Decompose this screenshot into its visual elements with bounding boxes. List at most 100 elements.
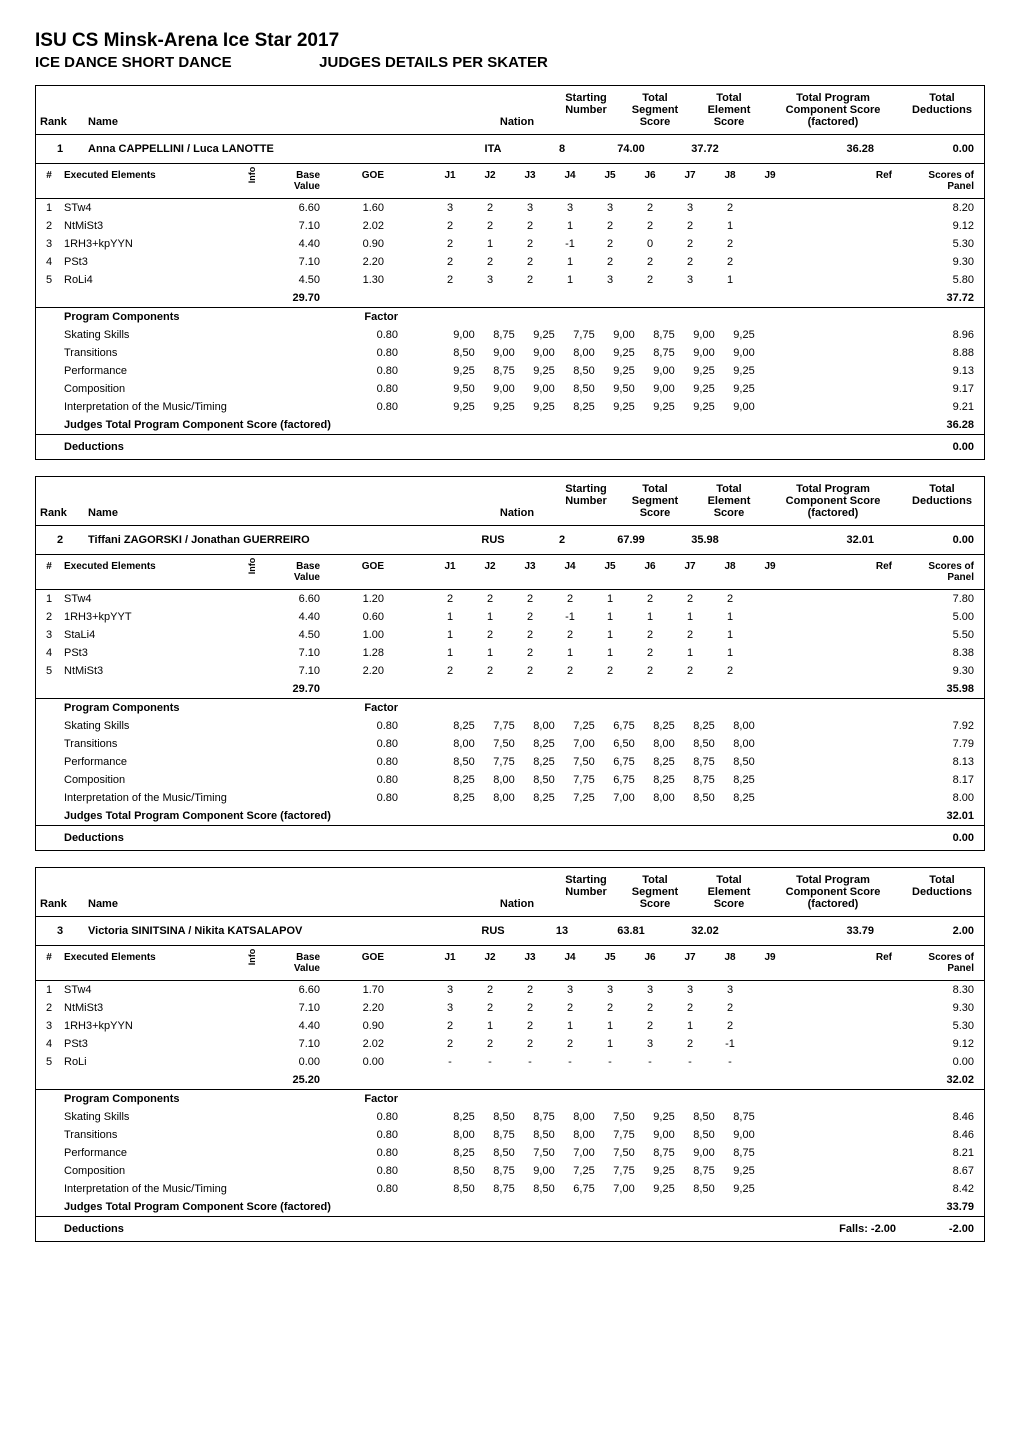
element-number: 5 bbox=[36, 662, 62, 680]
element-base: 4.50 bbox=[268, 271, 322, 289]
pc-row: Performance 0.80 9,258,759,258,509,259,0… bbox=[36, 362, 984, 380]
element-row: 3 1RH3+kpYYN 4.40 0.90 212-12022 5.30 bbox=[36, 235, 984, 253]
judge-cell-j6: 8,00 bbox=[644, 735, 684, 753]
pc-row: Interpretation of the Music/Timing 0.80 … bbox=[36, 789, 984, 807]
col-ref: Ref bbox=[790, 555, 900, 589]
pc-name: Composition bbox=[36, 771, 336, 789]
col-rank: Rank bbox=[36, 477, 84, 525]
judge-cell-j9 bbox=[750, 608, 790, 626]
elements-header: # Executed Elements Info Base Value GOE … bbox=[36, 164, 984, 199]
col-total-element: Total Element Score bbox=[692, 86, 766, 134]
element-number: 5 bbox=[36, 1053, 62, 1071]
judge-cell-j7: 2 bbox=[670, 662, 710, 680]
judge-cell-j9 bbox=[764, 380, 804, 398]
judge-cell-j9 bbox=[750, 1017, 790, 1035]
panel-header: Rank Name Nation Starting Number Total S… bbox=[36, 868, 984, 917]
judge-cell-j4: 8,50 bbox=[564, 380, 604, 398]
col-nation: Nation bbox=[480, 477, 554, 525]
element-score: 5.00 bbox=[900, 608, 984, 626]
pc-block: Program Components Factor Skating Skills… bbox=[36, 1089, 984, 1216]
col-scores-panel: Scores of Panel bbox=[900, 555, 984, 589]
gap bbox=[396, 1035, 430, 1053]
skater-rank: 1 bbox=[36, 135, 84, 163]
judge-cell-j8: 2 bbox=[710, 590, 750, 608]
col-total-ded: Total Deductions bbox=[900, 477, 984, 525]
element-goe: 1.00 bbox=[322, 626, 396, 644]
col-total-element: Total Element Score bbox=[692, 477, 766, 525]
fill bbox=[804, 1144, 900, 1162]
judge-cell-j2: 1 bbox=[470, 1017, 510, 1035]
skater-panel-1: Rank Name Nation Starting Number Total S… bbox=[35, 85, 985, 460]
judge-cell-j1: 8,25 bbox=[444, 789, 484, 807]
pc-score: 7.79 bbox=[900, 735, 984, 753]
pc-factor: 0.80 bbox=[336, 735, 410, 753]
judge-cell-j2: 8,75 bbox=[484, 326, 524, 344]
judge-cell-j4: 1 bbox=[550, 644, 590, 662]
deductions-items bbox=[128, 435, 900, 459]
col-base: Base Value bbox=[268, 555, 322, 589]
fill bbox=[804, 735, 900, 753]
judge-cell-j2: 2 bbox=[470, 662, 510, 680]
element-ref bbox=[790, 253, 900, 271]
judge-cell-j9 bbox=[764, 1126, 804, 1144]
pc-row: Interpretation of the Music/Timing 0.80 … bbox=[36, 1180, 984, 1198]
judge-cell-j3: 2 bbox=[510, 626, 550, 644]
col-total-ded: Total Deductions bbox=[900, 868, 984, 916]
deductions-row: Deductions 0.00 bbox=[36, 434, 984, 459]
judge-cell-j5: 6,50 bbox=[604, 735, 644, 753]
judge-cell-j6: 9,25 bbox=[644, 1108, 684, 1126]
fill bbox=[804, 753, 900, 771]
judge-cell-j7: 8,50 bbox=[684, 1126, 724, 1144]
pc-row: Transitions 0.80 8,008,758,508,007,759,0… bbox=[36, 1126, 984, 1144]
judge-cell-j6: 9,00 bbox=[644, 362, 684, 380]
col-scores-panel: Scores of Panel bbox=[900, 164, 984, 198]
element-name: PSt3 bbox=[62, 1035, 236, 1053]
base-total: 25.20 bbox=[268, 1071, 322, 1089]
judge-cell-j6: - bbox=[630, 1053, 670, 1071]
col-j8: J8 bbox=[710, 164, 750, 198]
pc-score: 8.46 bbox=[900, 1108, 984, 1126]
judge-cell-j6: 9,25 bbox=[644, 1162, 684, 1180]
col-j3: J3 bbox=[510, 946, 550, 980]
judge-cell-j6: 8,25 bbox=[644, 771, 684, 789]
judge-cell-j5: 3 bbox=[590, 271, 630, 289]
judge-cell-j9 bbox=[750, 271, 790, 289]
judge-cell-j7: 2 bbox=[670, 590, 710, 608]
judge-cell-j1: 1 bbox=[430, 626, 470, 644]
judge-cell-j3: 9,25 bbox=[524, 398, 564, 416]
elem-total: 37.72 bbox=[900, 289, 984, 307]
element-ref bbox=[790, 608, 900, 626]
judge-cell-j2: 8,00 bbox=[484, 789, 524, 807]
judge-cell-j7: 8,75 bbox=[684, 1162, 724, 1180]
judge-cell-j9 bbox=[750, 662, 790, 680]
gap bbox=[396, 590, 430, 608]
judge-cell-j4: 2 bbox=[550, 626, 590, 644]
deductions-label: Deductions bbox=[36, 826, 128, 850]
judge-cell-j7: 1 bbox=[670, 644, 710, 662]
gap bbox=[410, 398, 444, 416]
judge-cell-j2: 3 bbox=[470, 271, 510, 289]
judge-cell-j6: 2 bbox=[630, 626, 670, 644]
deductions-label: Deductions bbox=[36, 1217, 128, 1241]
judge-cell-j8: 9,00 bbox=[724, 398, 764, 416]
element-number: 2 bbox=[36, 608, 62, 626]
judge-cell-j9 bbox=[750, 1035, 790, 1053]
judge-cell-j4: 1 bbox=[550, 271, 590, 289]
element-ref bbox=[790, 626, 900, 644]
judge-cell-j4: 3 bbox=[550, 199, 590, 217]
judge-cell-j4: 1 bbox=[550, 253, 590, 271]
judge-cell-j9 bbox=[764, 344, 804, 362]
judge-cell-j2: 2 bbox=[470, 590, 510, 608]
fill bbox=[804, 1126, 900, 1144]
judge-cell-j6: 3 bbox=[630, 981, 670, 999]
gap bbox=[396, 555, 430, 589]
judge-cell-j3: 8,00 bbox=[524, 717, 564, 735]
element-row: 4 PSt3 7.10 1.28 11211211 8.38 bbox=[36, 644, 984, 662]
gap bbox=[410, 1162, 444, 1180]
deductions-items: Falls: -2.00 bbox=[128, 1217, 900, 1241]
judge-cell-j1: 2 bbox=[430, 217, 470, 235]
deductions-items bbox=[128, 826, 900, 850]
judge-cell-j4: 7,00 bbox=[564, 735, 604, 753]
element-score: 9.12 bbox=[900, 217, 984, 235]
col-total-element: Total Element Score bbox=[692, 868, 766, 916]
